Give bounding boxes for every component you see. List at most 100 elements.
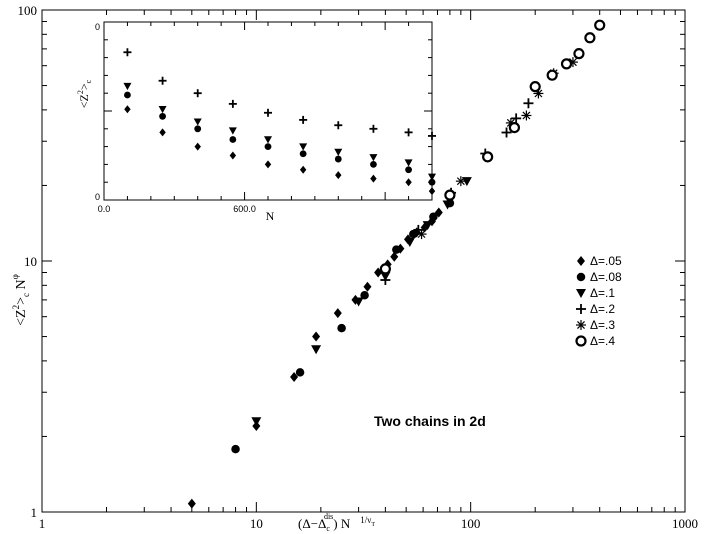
inset-point-diamond [428, 187, 436, 196]
inset-point-circle [229, 136, 237, 143]
inset-point-circle [194, 125, 202, 133]
legend-label: Δ=.1 [590, 286, 615, 300]
inset-point-plus [264, 108, 272, 117]
inset-series-circle [124, 91, 436, 186]
svg-text:<Z2>c: <Z2>c [76, 79, 93, 108]
inset-y-axis-title: <Z2>c [76, 79, 93, 108]
inset-data-points [123, 48, 436, 196]
inset-point-diamond [370, 174, 377, 183]
data-point-open-circle [508, 121, 521, 134]
legend-item: Δ=.3 [576, 318, 615, 332]
inset-point-circle [370, 161, 377, 168]
data-point-diamond [390, 251, 399, 262]
inset-point-triangle-down [428, 173, 436, 181]
inset-point-plus [228, 99, 237, 108]
inset-point-plus [334, 121, 343, 130]
data-point-open-circle [482, 151, 494, 163]
y-tick-label: 1 [31, 505, 38, 520]
svg-text:<Z2>c Nφ: <Z2>c Nφ [10, 274, 31, 326]
inset-point-plus [428, 131, 436, 140]
legend-marker-open-circle [575, 335, 587, 347]
inset-point-circle [405, 166, 412, 174]
legend-marker-triangle-down [576, 289, 586, 298]
legend-marker-diamond [577, 256, 585, 266]
inset-point-circle [428, 178, 436, 186]
y-tick-label: 100 [18, 3, 38, 18]
data-point-triangle-down [442, 200, 453, 210]
data-point-diamond [312, 331, 321, 342]
data-point-open-circle [560, 58, 573, 70]
inset-point-plus [369, 124, 378, 133]
legend-marker-star [576, 320, 586, 330]
data-point-open-circle [546, 69, 558, 81]
x-tick-label: 1000 [672, 516, 698, 531]
legend-label: Δ=.05 [590, 254, 622, 268]
data-point-circle [295, 368, 305, 377]
series-diamond [187, 207, 443, 509]
data-point-circle [409, 229, 418, 239]
data-point-diamond [333, 308, 342, 319]
inset-point-plus [404, 128, 413, 137]
data-point-diamond [290, 372, 299, 383]
inset-point-diamond [405, 178, 412, 187]
legend: Δ=.05 Δ=.08 Δ=.1 Δ=.2 Δ=.3 Δ=.4 [575, 254, 622, 348]
data-point-circle [231, 444, 240, 454]
inset-point-circle [159, 112, 166, 120]
inset-point-circle [264, 143, 272, 151]
inset-point-triangle-down [369, 154, 378, 162]
legend-label: Δ=.08 [590, 270, 622, 284]
data-point-triangle-down [422, 221, 433, 231]
legend-marker-plus [576, 304, 586, 314]
inset-point-circle [299, 150, 307, 158]
inset-point-triangle-down [158, 106, 167, 114]
data-point-triangle-down [353, 297, 364, 307]
x-axis-title: (Δ−Δcdis) N 1/νT [298, 512, 375, 533]
data-point-open-circle [573, 48, 585, 60]
data-point-plus [511, 113, 522, 124]
inset-point-triangle-down [264, 136, 272, 144]
legend-item: Δ=.1 [576, 286, 615, 300]
x-tick-label: 10 [250, 516, 263, 531]
main-axis-ticks: 1 10 100 1000 1 10 100 [18, 3, 699, 531]
inset-point-plus [123, 48, 132, 57]
legend-item: Δ=.05 [577, 254, 622, 268]
inset-point-triangle-down [123, 82, 132, 91]
inset-series-triangle-down [123, 82, 436, 181]
data-point-star [521, 110, 532, 121]
main-data-points [187, 19, 606, 509]
inset-point-triangle-down [334, 148, 343, 156]
data-point-triangle-down [251, 417, 262, 427]
inset-point-triangle-down [404, 159, 413, 167]
data-point-circle [392, 245, 401, 254]
annotation-two-chains: Two chains in 2d [374, 413, 486, 429]
data-point-triangle-down [461, 177, 472, 187]
legend-item: Δ=.08 [576, 270, 622, 284]
inset-point-diamond [264, 160, 272, 169]
data-point-open-circle [529, 81, 541, 93]
data-point-diamond [363, 281, 372, 292]
data-point-circle [337, 323, 346, 333]
data-point-triangle-down [404, 238, 415, 248]
legend-label: Δ=.2 [590, 302, 615, 316]
data-point-plus [523, 98, 534, 109]
y-tick-label: 10 [24, 254, 37, 269]
x-tick-label: 1 [39, 516, 46, 531]
legend-marker-circle [576, 272, 586, 282]
inset-point-plus [158, 76, 167, 85]
inset-point-diamond [159, 128, 166, 137]
inset-point-circle [124, 91, 131, 99]
data-point-circle [360, 291, 369, 300]
legend-label: Δ=.4 [590, 334, 615, 348]
inset-point-triangle-down [193, 118, 202, 126]
inset-point-circle [334, 155, 342, 163]
inset-point-plus [299, 115, 308, 124]
data-point-triangle-down [311, 345, 322, 355]
inset-point-diamond [124, 105, 131, 114]
inset-x-tick-label: 0.0 [98, 204, 111, 214]
x-tick-label: 100 [461, 516, 481, 531]
data-point-open-circle [444, 189, 456, 201]
legend-label: Δ=.3 [590, 318, 615, 332]
data-point-open-circle [379, 263, 391, 275]
inset-series-diamond [124, 105, 436, 196]
inset-point-diamond [299, 165, 307, 174]
